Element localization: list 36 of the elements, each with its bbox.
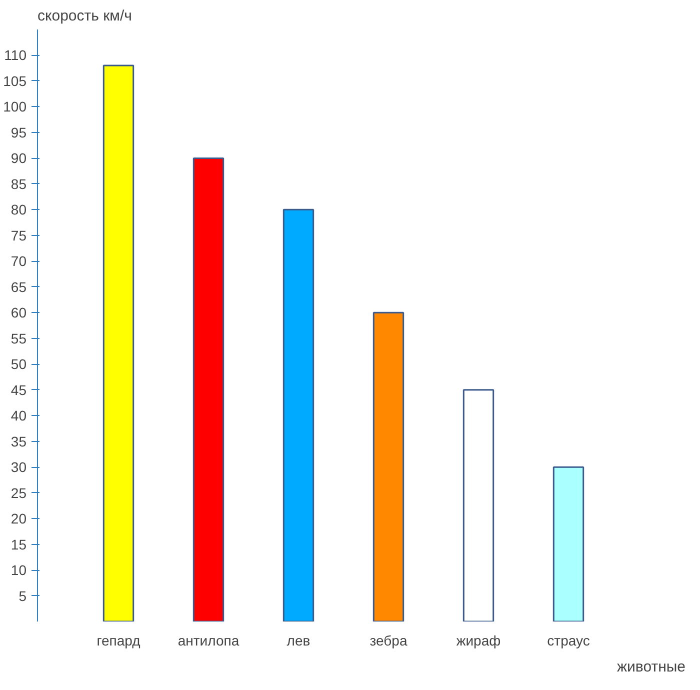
bar bbox=[372, 312, 404, 622]
y-axis-title: скорость км/ч bbox=[38, 8, 132, 24]
y-tick-label: 85 bbox=[10, 176, 27, 192]
y-tick-label: 55 bbox=[10, 330, 27, 346]
y-tick-label: 30 bbox=[10, 459, 27, 476]
y-tick-label: 20 bbox=[10, 510, 27, 527]
y-tick-label: 100 bbox=[3, 98, 27, 115]
y-tick-label: 45 bbox=[10, 382, 27, 398]
y-tick-label: 5 bbox=[18, 588, 27, 604]
y-tick-label: 95 bbox=[10, 124, 27, 140]
bar bbox=[282, 208, 314, 622]
y-tick-label: 105 bbox=[3, 72, 27, 89]
y-tick-label: 110 bbox=[4, 47, 27, 64]
y-tick-label: 80 bbox=[10, 202, 27, 218]
y-tick-label: 50 bbox=[10, 356, 27, 372]
x-tick-label: гепард bbox=[96, 632, 140, 648]
x-tick-label: жираф bbox=[456, 632, 501, 648]
y-tick-label: 35 bbox=[10, 433, 27, 450]
y-tick-label: 15 bbox=[10, 536, 27, 552]
bar bbox=[462, 389, 494, 622]
y-tick-label: 60 bbox=[10, 304, 27, 321]
x-axis-title: животные bbox=[616, 658, 686, 676]
bar bbox=[102, 64, 134, 622]
y-tick-label: 40 bbox=[10, 408, 27, 424]
bar bbox=[552, 466, 584, 622]
y-tick-label: 75 bbox=[10, 227, 27, 244]
y-tick-label: 65 bbox=[10, 278, 27, 295]
y-tick-label: 10 bbox=[10, 562, 27, 578]
y-tick-label: 25 bbox=[10, 484, 27, 501]
x-tick-label: лев bbox=[286, 632, 310, 648]
x-tick-label: зебра bbox=[370, 632, 408, 648]
x-tick-label: антилопа bbox=[178, 632, 240, 648]
bar bbox=[192, 157, 224, 622]
x-tick-label: страус bbox=[547, 632, 590, 648]
y-tick-label: 70 bbox=[10, 253, 27, 270]
y-tick-label: 90 bbox=[10, 150, 27, 166]
